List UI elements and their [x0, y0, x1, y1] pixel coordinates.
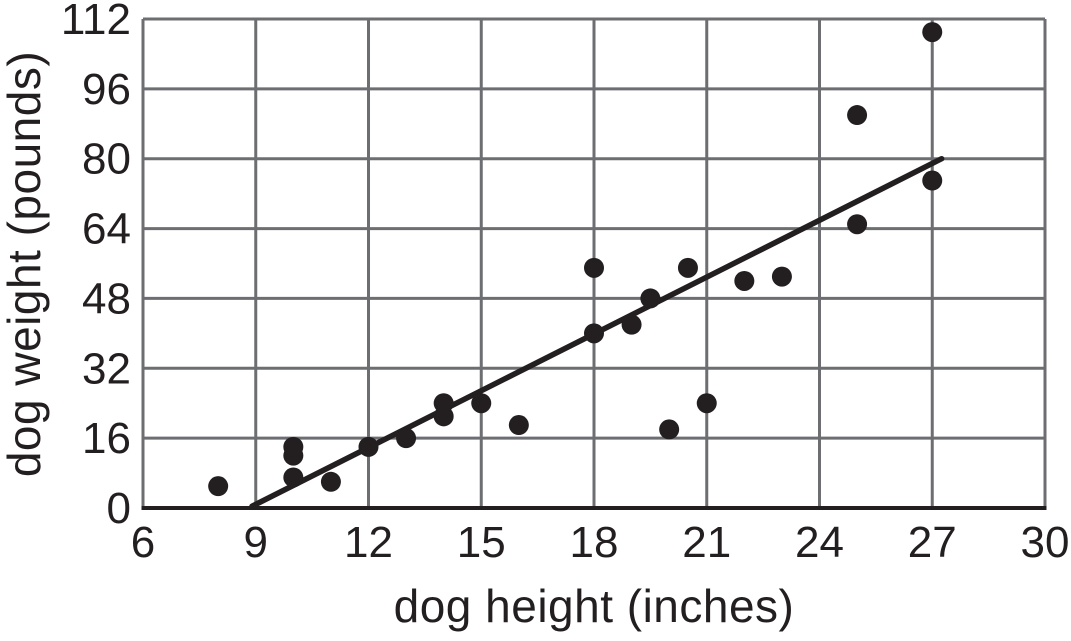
x-tick-label: 30: [1021, 518, 1070, 567]
data-point: [696, 393, 717, 414]
data-point: [584, 323, 604, 344]
data-point: [677, 257, 698, 278]
x-tick-labels: 6 9 12 15 18 21 24 27 30: [131, 518, 1070, 567]
y-axis-title: dog weight (pounds): [0, 51, 50, 477]
data-point: [640, 288, 661, 309]
x-tick-label: 12: [344, 518, 393, 567]
x-tick-label: 21: [682, 518, 731, 567]
data-point: [847, 214, 868, 235]
data-point: [320, 471, 341, 492]
data-point: [922, 170, 943, 191]
y-tick-label: 96: [82, 65, 131, 114]
x-tick-label: 9: [244, 518, 268, 567]
data-point: [771, 266, 792, 287]
data-point: [847, 105, 868, 126]
y-tick-label: 64: [82, 205, 131, 254]
data-point: [433, 393, 454, 414]
x-tick-label: 24: [795, 518, 844, 567]
y-tick-label: 112: [61, 0, 131, 44]
data-point: [208, 476, 229, 497]
x-tick-label: 6: [131, 518, 155, 567]
points-layer: [208, 22, 943, 497]
y-tick-label: 48: [82, 274, 131, 323]
y-tick-label: 80: [82, 135, 131, 184]
data-point: [508, 415, 529, 436]
data-point: [922, 22, 943, 43]
data-point: [621, 314, 642, 335]
data-point: [283, 436, 304, 457]
x-axis-title: dog height (inches): [394, 580, 795, 632]
data-point: [659, 419, 680, 440]
data-point: [471, 393, 492, 414]
data-point: [584, 257, 604, 278]
y-tick-label: 0: [107, 484, 131, 533]
x-tick-label: 18: [570, 518, 619, 567]
y-tick-labels: 0 16 32 48 64 80 96 112: [61, 0, 131, 533]
data-point: [734, 270, 755, 291]
data-point: [283, 467, 304, 488]
data-point: [396, 428, 417, 449]
x-tick-label: 27: [908, 518, 957, 567]
y-tick-label: 32: [82, 344, 131, 393]
x-tick-label: 15: [457, 518, 506, 567]
y-tick-label: 16: [82, 414, 131, 463]
data-point: [358, 436, 379, 457]
